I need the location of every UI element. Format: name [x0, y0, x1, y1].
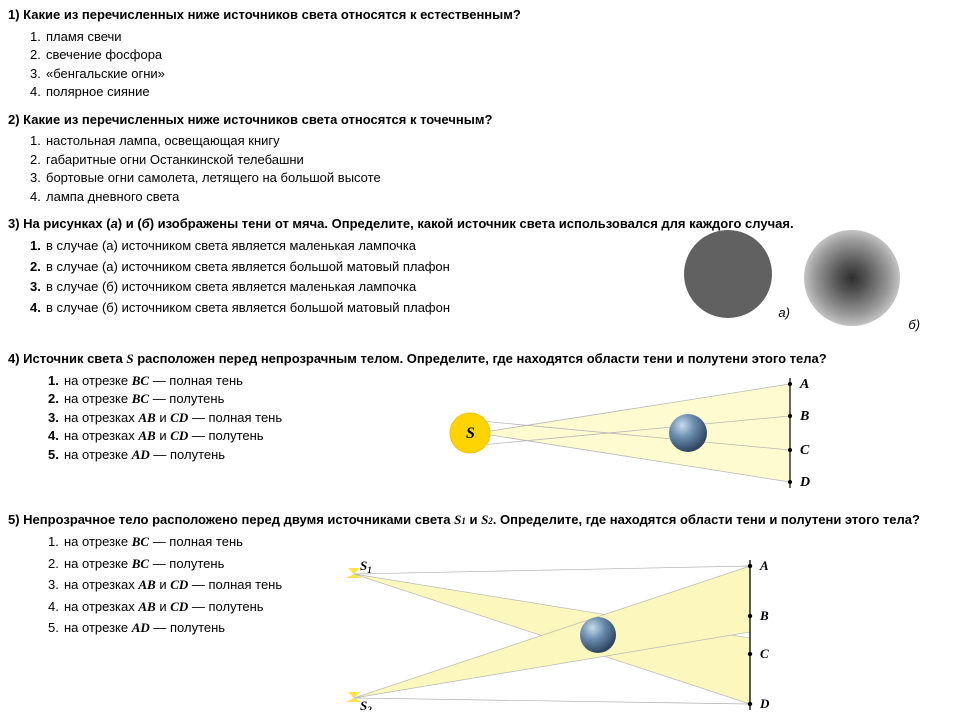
- label-S: S: [466, 425, 475, 442]
- label-B: B: [799, 409, 809, 424]
- q3-a: а: [111, 216, 118, 231]
- q4-title-b: расположен перед непрозрачным телом. Опр…: [134, 351, 827, 366]
- q3-opt4: в случае (б) источником света является б…: [46, 300, 450, 315]
- t: — полная тень: [149, 373, 243, 388]
- q5-title-b: . Определите, где находятся области тени…: [493, 512, 920, 527]
- q3-opt3: в случае (б) источником света является м…: [46, 279, 416, 294]
- list-item: 4.полярное сияние: [30, 83, 952, 101]
- q1-options: 1.пламя свечи 2.свечение фосфора 3.«бенг…: [30, 28, 952, 101]
- t: на отрезках: [64, 599, 138, 614]
- list-item: 3.«бенгальские огни»: [30, 65, 952, 83]
- question-5: 5) Непрозрачное тело расположено перед д…: [8, 511, 952, 636]
- label-S2: S2: [360, 698, 372, 710]
- label-B: B: [759, 608, 769, 623]
- question-2: 2) Какие из перечисленных ниже источнико…: [8, 111, 952, 206]
- seg: BC: [132, 556, 149, 571]
- label-A: A: [759, 560, 769, 573]
- question-3: 3) На рисунках (а) и (б) изображены тени…: [8, 215, 952, 316]
- q5-diagram: S1 S2 A B C D: [330, 560, 800, 710]
- seg: CD: [170, 599, 188, 614]
- t: — полутень: [149, 391, 224, 406]
- seg: CD: [170, 410, 188, 425]
- q5-title: 5) Непрозрачное тело расположено перед д…: [8, 511, 952, 529]
- q5-and: и: [466, 512, 481, 527]
- q1-opt3: «бенгальские огни»: [46, 66, 165, 81]
- label-C: C: [800, 443, 810, 458]
- q3-b: б: [142, 216, 150, 231]
- seg: AB: [138, 428, 155, 443]
- q2-opt2: габаритные огни Останкинской телебашни: [46, 152, 304, 167]
- q1-title: 1) Какие из перечисленных ниже источнико…: [8, 6, 952, 24]
- q3-caption-a: а): [778, 304, 790, 322]
- t: на отрезках: [64, 577, 138, 592]
- shadow-soft-icon: [804, 230, 900, 326]
- seg: AB: [138, 599, 155, 614]
- seg: AB: [138, 410, 155, 425]
- t: — полная тень: [188, 410, 282, 425]
- list-item: 1.пламя свечи: [30, 28, 952, 46]
- t: — полутень: [188, 428, 263, 443]
- t: на отрезке: [64, 620, 132, 635]
- q3-title-b: ) и (: [118, 216, 142, 231]
- t: — полная тень: [149, 534, 243, 549]
- t: и: [156, 428, 171, 443]
- seg: AB: [138, 577, 155, 592]
- t: — полутень: [150, 447, 225, 462]
- list-item: 1.на отрезке BC — полная тень: [48, 533, 952, 551]
- t: на отрезке: [64, 447, 132, 462]
- t: — полутень: [149, 556, 224, 571]
- q2-opt4: лампа дневного света: [46, 189, 179, 204]
- t: и: [156, 410, 171, 425]
- question-1: 1) Какие из перечисленных ниже источнико…: [8, 6, 952, 101]
- t: на отрезке: [64, 373, 132, 388]
- seg: BC: [132, 534, 149, 549]
- label-D: D: [799, 475, 810, 488]
- q4-diagram: S A B C D: [430, 378, 840, 488]
- q3-title-a: 3) На рисунках (: [8, 216, 111, 231]
- q1-opt2: свечение фосфора: [46, 47, 162, 62]
- q4-S: S: [126, 351, 133, 366]
- list-item: 1.настольная лампа, освещающая книгу: [30, 132, 952, 150]
- q3-opt2: в случае (а) источником света является б…: [46, 259, 450, 274]
- seg: CD: [170, 428, 188, 443]
- q1-opt4: полярное сияние: [46, 84, 150, 99]
- t: и: [156, 577, 171, 592]
- t: — полная тень: [188, 577, 282, 592]
- list-item: 3.бортовые огни самолета, летящего на бо…: [30, 169, 952, 187]
- t: на отрезке: [64, 391, 132, 406]
- q2-opt3: бортовые огни самолета, летящего на боль…: [46, 170, 381, 185]
- list-item: 4.лампа дневного света: [30, 188, 952, 206]
- t: — полутень: [188, 599, 263, 614]
- seg: AD: [132, 620, 150, 635]
- t: на отрезке: [64, 556, 132, 571]
- t: на отрезках: [64, 410, 138, 425]
- q1-opt1: пламя свечи: [46, 29, 122, 44]
- t: на отрезках: [64, 428, 138, 443]
- q2-title: 2) Какие из перечисленных ниже источнико…: [8, 111, 952, 129]
- label-D: D: [759, 696, 770, 710]
- label-S1: S1: [360, 560, 372, 575]
- seg: AD: [132, 447, 150, 462]
- q4-title: 4) Источник света S расположен перед неп…: [8, 350, 952, 368]
- t: — полутень: [150, 620, 225, 635]
- q5-title-a: 5) Непрозрачное тело расположено перед д…: [8, 512, 454, 527]
- shadow-hard-icon: [684, 230, 772, 318]
- q3-shadows-figure: а) б): [684, 230, 900, 326]
- list-item: 2.свечение фосфора: [30, 46, 952, 64]
- q2-options: 1.настольная лампа, освещающая книгу 2.г…: [30, 132, 952, 205]
- list-item: 2.габаритные огни Останкинской телебашни: [30, 151, 952, 169]
- q2-opt1: настольная лампа, освещающая книгу: [46, 133, 280, 148]
- t: на отрезке: [64, 534, 132, 549]
- label-A: A: [799, 378, 809, 392]
- seg: BC: [132, 391, 149, 406]
- question-4: 4) Источник света S расположен перед неп…: [8, 350, 952, 463]
- q3-caption-b: б): [908, 316, 920, 334]
- t: и: [156, 599, 171, 614]
- seg: BC: [132, 373, 149, 388]
- label-C: C: [760, 646, 769, 661]
- seg: CD: [170, 577, 188, 592]
- q4-title-a: 4) Источник света: [8, 351, 126, 366]
- q3-opt1: в случае (а) источником света является м…: [46, 238, 416, 253]
